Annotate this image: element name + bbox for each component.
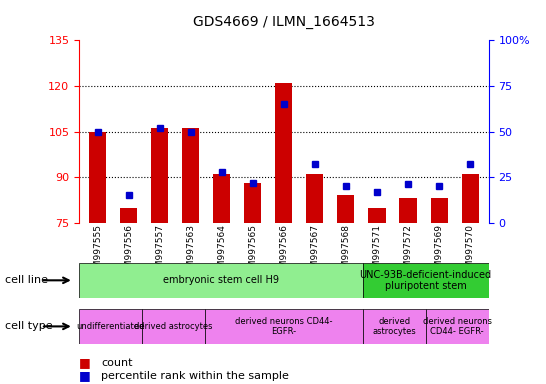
Bar	[363, 309, 426, 344]
Text: derived astrocytes: derived astrocytes	[134, 322, 213, 331]
Text: count: count	[101, 358, 133, 368]
Bar	[182, 129, 199, 223]
Bar	[426, 309, 489, 344]
Text: ■: ■	[79, 356, 91, 369]
Bar	[245, 183, 262, 223]
Bar	[205, 309, 363, 344]
Text: percentile rank within the sample: percentile rank within the sample	[101, 371, 289, 381]
Bar	[363, 263, 489, 298]
Text: derived
astrocytes: derived astrocytes	[372, 317, 416, 336]
Text: embryonic stem cell H9: embryonic stem cell H9	[163, 275, 279, 285]
Bar	[79, 263, 363, 298]
Bar	[142, 309, 205, 344]
Text: undifferentiated: undifferentiated	[76, 322, 145, 331]
Text: derived neurons CD44-
EGFR-: derived neurons CD44- EGFR-	[235, 317, 333, 336]
Bar	[369, 207, 385, 223]
Bar	[306, 174, 323, 223]
Bar	[337, 195, 354, 223]
Bar	[400, 199, 417, 223]
Text: cell type: cell type	[5, 321, 53, 331]
Bar	[430, 199, 448, 223]
Text: derived neurons
CD44- EGFR-: derived neurons CD44- EGFR-	[423, 317, 491, 336]
Bar	[120, 207, 138, 223]
Text: ■: ■	[79, 369, 91, 382]
Text: cell line: cell line	[5, 275, 49, 285]
Bar	[275, 83, 293, 223]
Bar	[461, 174, 479, 223]
Bar	[79, 309, 142, 344]
Text: UNC-93B-deficient-induced
pluripotent stem: UNC-93B-deficient-induced pluripotent st…	[360, 270, 492, 291]
Text: GDS4669 / ILMN_1664513: GDS4669 / ILMN_1664513	[193, 15, 375, 29]
Bar	[89, 131, 106, 223]
Bar	[151, 129, 168, 223]
Bar	[213, 174, 230, 223]
